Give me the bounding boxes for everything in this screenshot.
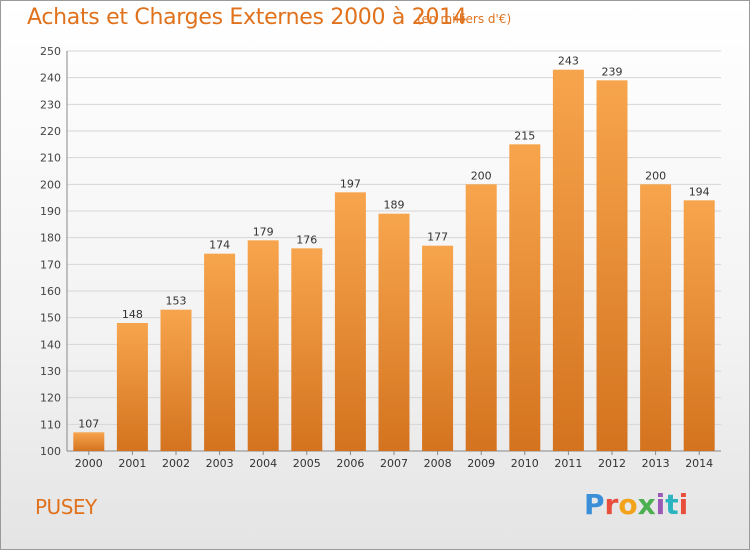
value-label-2008: 177 — [427, 231, 448, 244]
value-label-2004: 179 — [253, 225, 274, 238]
y-tick-label: 100 — [40, 445, 61, 458]
bar-2007 — [378, 213, 410, 451]
x-tick-label-2013: 2013 — [642, 457, 670, 470]
x-tick-label-2007: 2007 — [380, 457, 408, 470]
logo-letter: x — [637, 488, 656, 521]
y-tick-label: 240 — [40, 72, 61, 85]
bar-2012 — [596, 80, 628, 451]
bar-2000 — [73, 432, 105, 451]
logo-letter: r — [604, 488, 619, 521]
y-tick-label: 140 — [40, 338, 61, 351]
bar-2005 — [291, 248, 323, 451]
bar-2009 — [465, 184, 497, 452]
y-tick-label: 200 — [40, 178, 61, 191]
x-tick-label-2005: 2005 — [293, 457, 321, 470]
value-label-2007: 189 — [384, 199, 405, 212]
y-tick-label: 220 — [40, 125, 61, 138]
x-tick-label-2006: 2006 — [336, 457, 364, 470]
y-tick-label: 160 — [40, 285, 61, 298]
x-tick-label-2003: 2003 — [206, 457, 234, 470]
value-label-2001: 148 — [122, 308, 143, 321]
chart-title: Achats et Charges Externes 2000 à 2014 — [27, 5, 467, 30]
logo-letter: o — [618, 488, 638, 521]
bar-2001 — [116, 323, 148, 451]
value-label-2003: 174 — [209, 239, 230, 252]
y-tick-label: 180 — [40, 232, 61, 245]
x-tick-label-2014: 2014 — [685, 457, 713, 470]
logo-letter: i — [655, 488, 666, 521]
y-tick-label: 250 — [40, 45, 61, 58]
value-label-2009: 200 — [471, 169, 492, 182]
bar-2010 — [509, 144, 541, 452]
value-label-2000: 107 — [78, 417, 99, 430]
bar-2008 — [422, 245, 454, 451]
logo-letter: i — [678, 488, 689, 521]
x-tick-label-2000: 2000 — [75, 457, 103, 470]
y-tick-label: 120 — [40, 392, 61, 405]
bar-2002 — [160, 309, 192, 451]
bar-2011 — [552, 69, 584, 452]
y-tick-label: 230 — [40, 98, 61, 111]
value-label-2010: 215 — [514, 129, 535, 142]
bar-2003 — [204, 253, 236, 451]
value-label-2011: 243 — [558, 55, 579, 68]
logo-letter: t — [665, 488, 679, 521]
commune-name: PUSEY — [35, 495, 97, 519]
x-tick-label-2002: 2002 — [162, 457, 190, 470]
value-label-2012: 239 — [602, 65, 623, 78]
x-tick-label-2008: 2008 — [424, 457, 452, 470]
x-tick-label-2001: 2001 — [118, 457, 146, 470]
y-tick-label: 190 — [40, 205, 61, 218]
x-tick-label-2010: 2010 — [511, 457, 539, 470]
bar-2013 — [640, 184, 672, 452]
value-label-2013: 200 — [645, 169, 666, 182]
x-tick-label-2009: 2009 — [467, 457, 495, 470]
x-tick-label-2012: 2012 — [598, 457, 626, 470]
value-label-2005: 176 — [296, 233, 317, 246]
chart-subtitle: (en milliers d'€) — [417, 12, 512, 26]
y-tick-label: 150 — [40, 312, 61, 325]
x-tick-label-2011: 2011 — [554, 457, 582, 470]
y-tick-label: 170 — [40, 258, 61, 271]
value-label-2006: 197 — [340, 177, 361, 190]
x-tick-label-2004: 2004 — [249, 457, 277, 470]
proxiti-logo: Proxiti — [584, 488, 688, 521]
y-tick-label: 130 — [40, 365, 61, 378]
logo-letter: P — [584, 488, 605, 521]
bar-2006 — [334, 192, 366, 452]
bar-2014 — [683, 200, 715, 451]
value-label-2014: 194 — [689, 185, 710, 198]
y-tick-label: 210 — [40, 152, 61, 165]
bar-2004 — [247, 240, 279, 451]
y-tick-label: 110 — [40, 418, 61, 431]
value-label-2002: 153 — [166, 295, 187, 308]
